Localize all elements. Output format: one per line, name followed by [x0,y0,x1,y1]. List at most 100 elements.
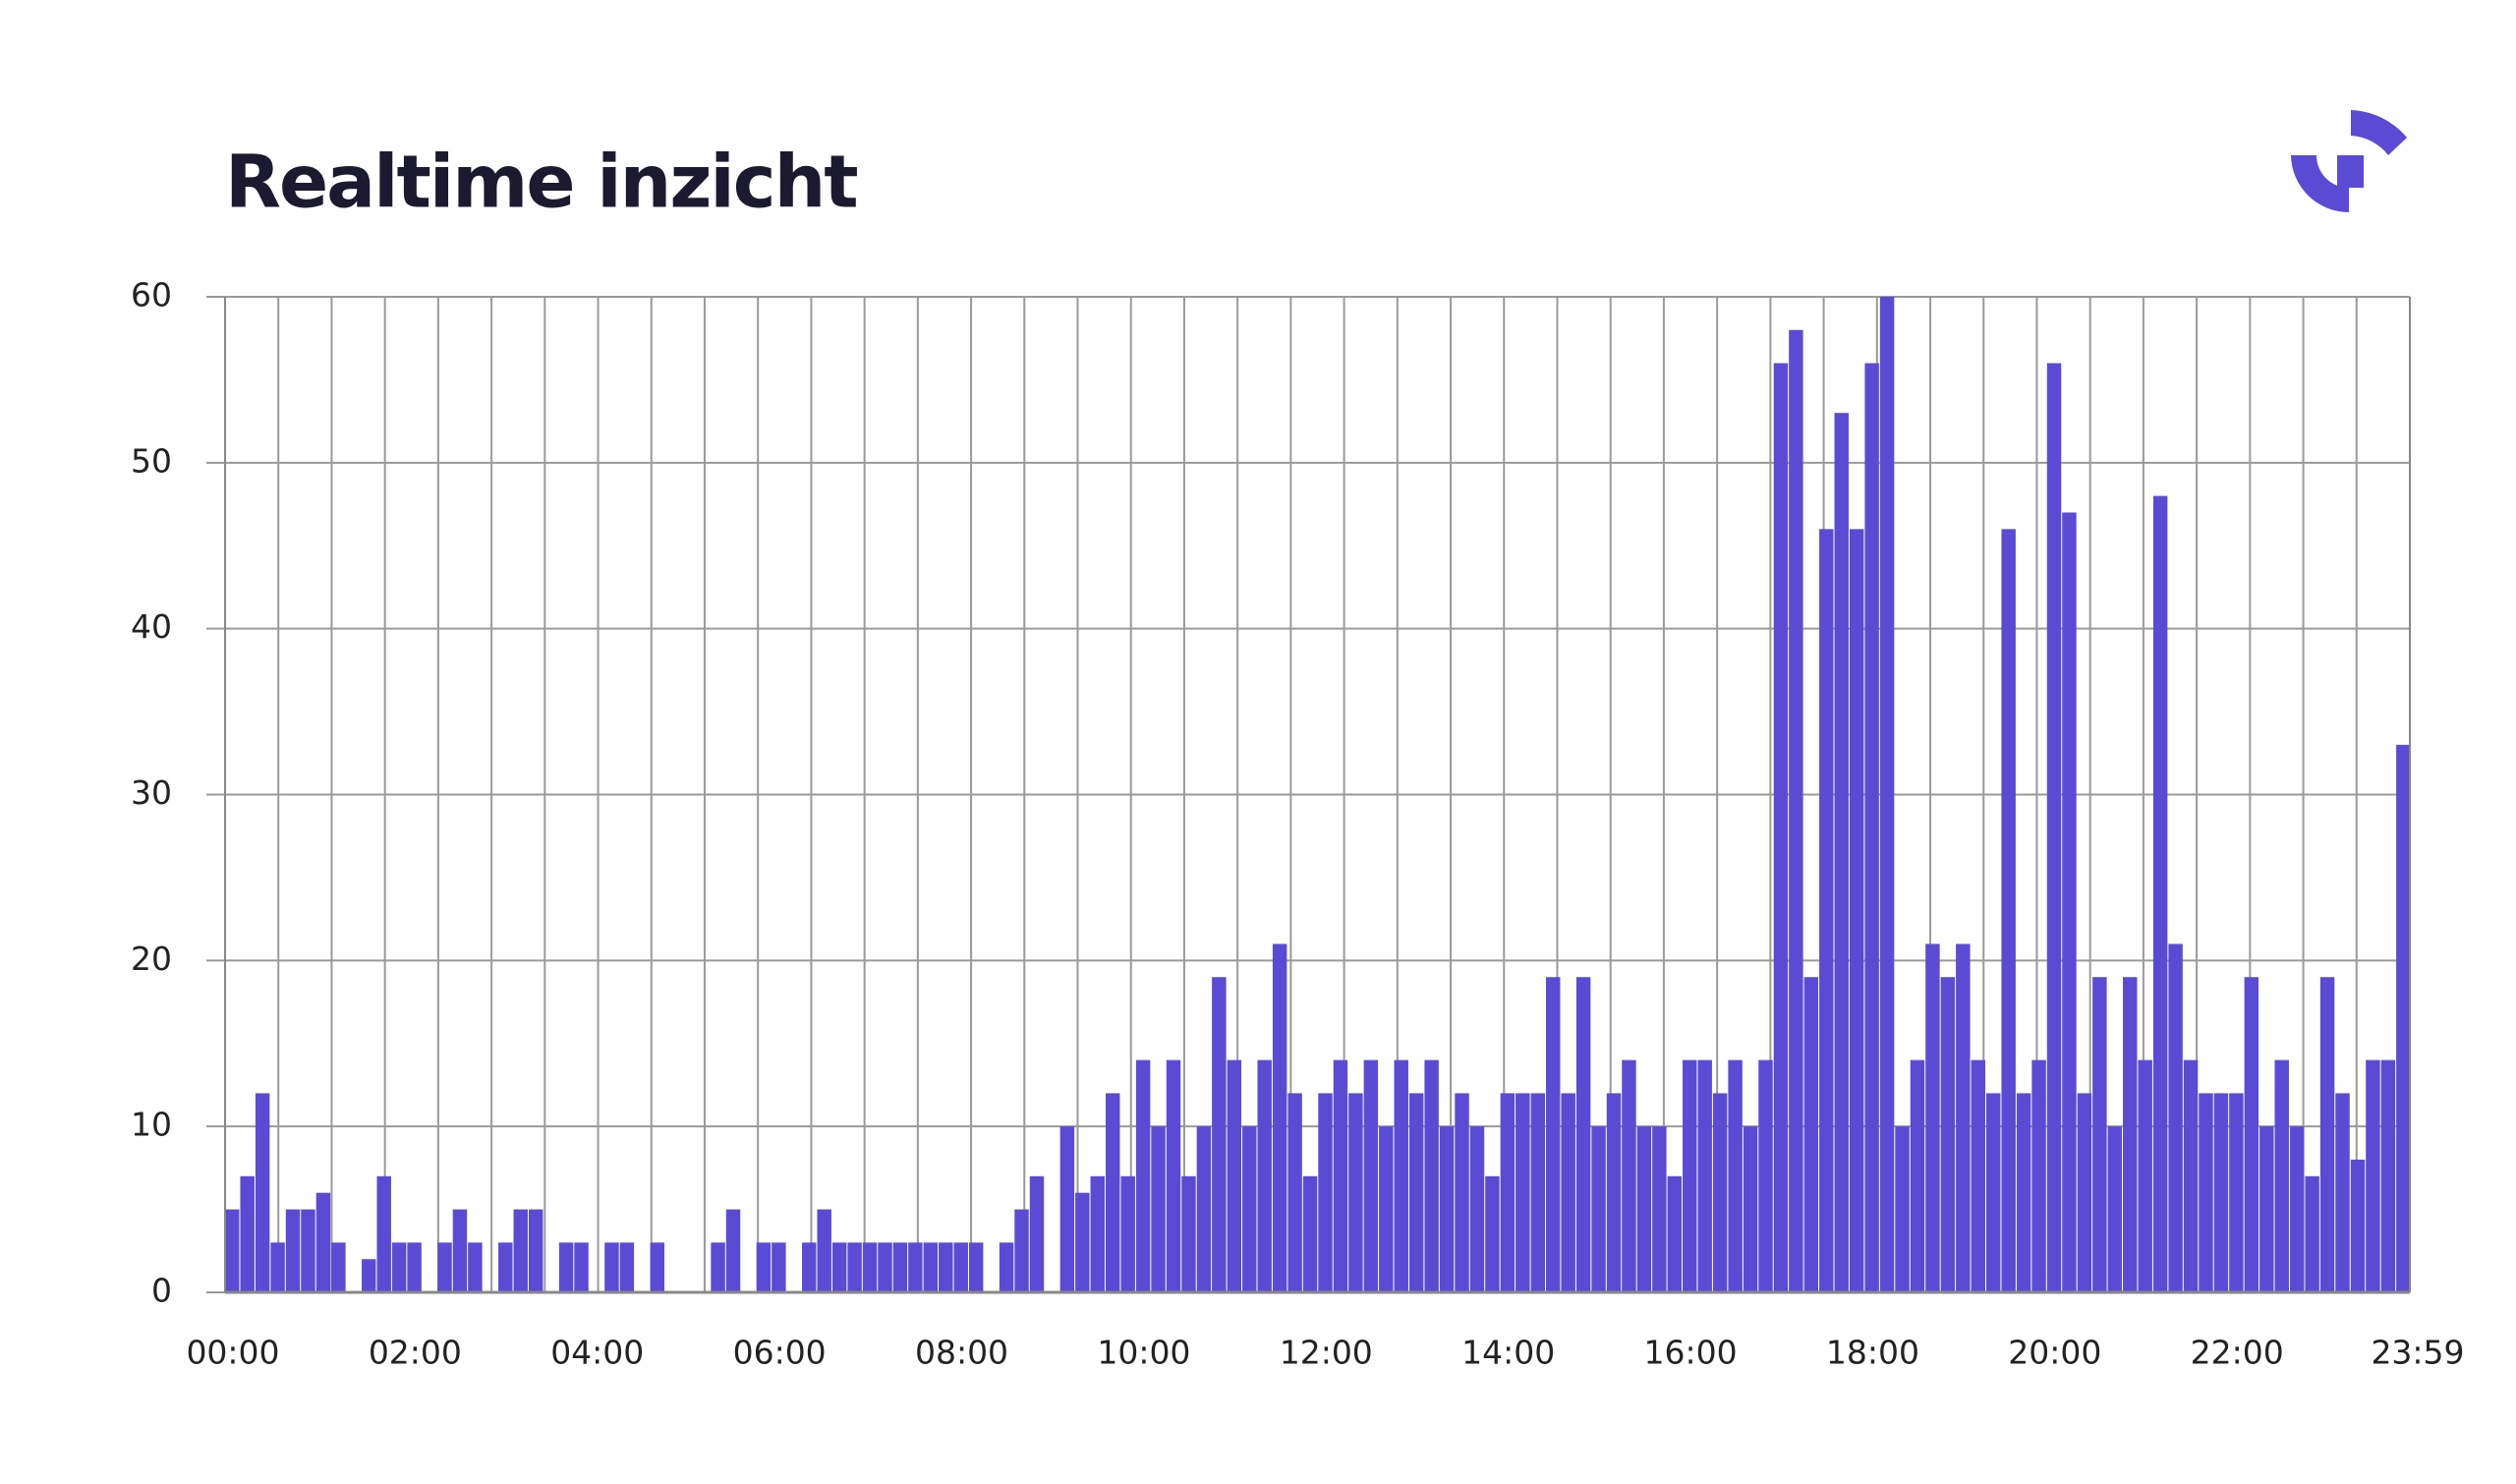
bar [255,1093,270,1292]
chart-title: Realtime inzicht [225,141,857,225]
x-tick-label: 18:00 [1826,1334,1919,1372]
bar [1272,943,1287,1292]
y-tick-label: 0 [151,1272,172,1310]
bar [2062,512,2077,1292]
bar [285,1209,301,1292]
bar [1910,1059,1925,1292]
bar [1636,1126,1652,1292]
bar [908,1242,923,1292]
bar [1348,1093,1363,1292]
bar [711,1242,725,1292]
bar [1530,1093,1545,1292]
bar [923,1242,939,1292]
bar [2152,495,2168,1293]
bar [1940,977,1956,1292]
bar [1956,943,1971,1292]
bar [939,1242,953,1292]
bar [892,1242,908,1292]
bar [1379,1126,1394,1292]
x-tick-label: 20:00 [2008,1334,2101,1372]
bar [1500,1093,1515,1292]
bar [619,1242,635,1292]
bar [1302,1175,1318,1292]
bar [1606,1093,1622,1292]
bar [331,1242,346,1292]
x-tick-label: 12:00 [1280,1334,1373,1372]
bar [1834,413,1849,1292]
bar [999,1242,1014,1292]
bar [1333,1059,1348,1292]
bar [1318,1093,1333,1292]
bar [2274,1059,2289,1292]
bar [2046,363,2062,1292]
bar [528,1209,543,1292]
bar [1151,1126,1166,1292]
bar [2168,943,2183,1292]
bar [1667,1175,1683,1292]
bar [1925,943,1940,1292]
bar [862,1242,878,1292]
bar [2107,1126,2123,1292]
bar [301,1209,315,1292]
x-tick-label: 10:00 [1097,1334,1190,1372]
bar [650,1242,664,1292]
bar [1683,1059,1697,1292]
bar [831,1242,847,1292]
bar [558,1242,574,1292]
bar [315,1192,331,1292]
bar [2396,744,2409,1292]
bar [1120,1175,1135,1292]
bar [2183,1059,2199,1292]
bar [1561,1093,1575,1292]
x-tick-label: 04:00 [550,1334,644,1372]
bar [2335,1093,2350,1292]
bar [225,1209,240,1292]
bar [2138,1059,2152,1292]
bar [391,1242,407,1292]
x-tick-label: 14:00 [1461,1334,1555,1372]
bar [1090,1175,1105,1292]
bar [2244,977,2259,1292]
logo [2291,110,2407,213]
bar [498,1242,513,1292]
bar [1575,977,1591,1292]
bar [1196,1126,1212,1292]
bar [2319,977,2335,1292]
bar [1181,1175,1196,1292]
bar [878,1242,892,1292]
bar [2077,1093,2092,1292]
bar [2366,1059,2380,1292]
bar [1758,1059,1773,1292]
bar [1287,1093,1302,1292]
y-tick-label: 10 [131,1106,172,1144]
bar [1515,1093,1530,1292]
bar [513,1209,528,1292]
bar [468,1242,483,1292]
bar [452,1209,468,1292]
bar [604,1242,619,1292]
y-tick-label: 20 [131,940,172,978]
bar [1014,1209,1029,1292]
bar [376,1175,391,1292]
bar [574,1242,589,1292]
bar [725,1209,741,1292]
bar [756,1242,772,1292]
x-tick-label: 22:00 [2191,1334,2284,1372]
bar [1985,1093,2001,1292]
bar [2289,1126,2305,1292]
bar [2350,1159,2366,1292]
bar [1712,1093,1728,1292]
bar [1971,1059,1985,1292]
bar [2305,1175,2319,1292]
bar [1773,363,1789,1292]
bar [2259,1126,2274,1292]
bar [362,1259,376,1292]
bar [2123,977,2138,1292]
bar [1652,1126,1667,1292]
bar [1789,329,1803,1292]
bar [1864,363,1879,1292]
bar [968,1242,984,1292]
x-tick-label: 02:00 [369,1334,462,1372]
bar [1622,1059,1636,1292]
